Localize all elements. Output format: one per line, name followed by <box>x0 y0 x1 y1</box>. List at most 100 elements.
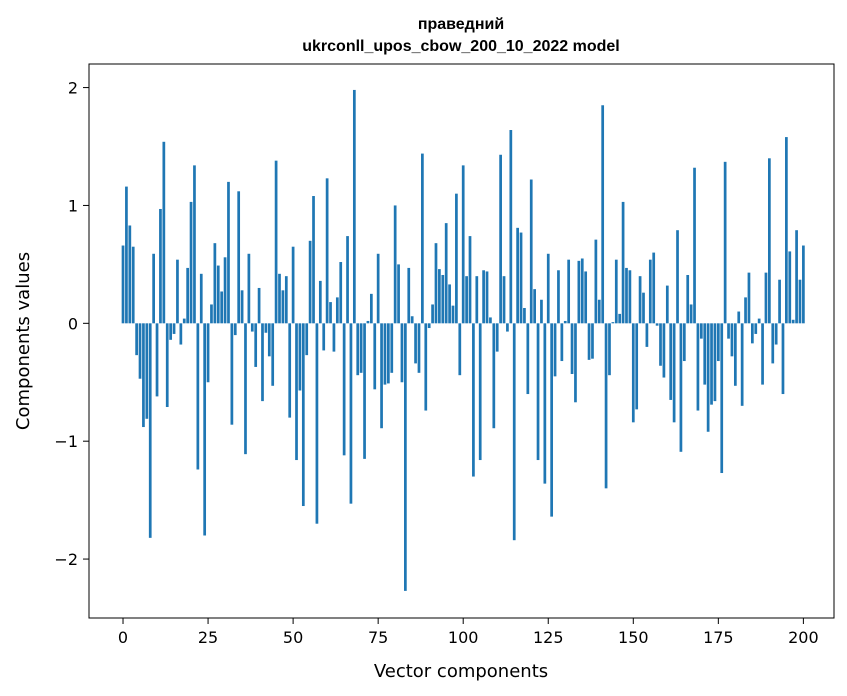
bar <box>682 323 686 362</box>
x-axis-label: Vector components <box>374 661 548 682</box>
bar <box>438 269 441 324</box>
bar <box>410 316 414 324</box>
y-tick-label: 1 <box>68 196 78 215</box>
x-tick-label: 125 <box>533 628 564 647</box>
bar <box>672 323 676 423</box>
bar <box>339 262 343 324</box>
bar <box>427 323 431 329</box>
bar <box>125 186 128 324</box>
bar <box>380 323 383 429</box>
bar <box>648 259 652 324</box>
bar <box>723 161 727 324</box>
bar <box>206 323 210 383</box>
bar <box>335 297 339 324</box>
bar <box>301 323 305 507</box>
bar <box>312 196 315 324</box>
bar <box>795 230 798 324</box>
x-tick-label: 100 <box>448 628 479 647</box>
bar <box>492 323 496 429</box>
bar <box>737 311 741 324</box>
bar <box>196 323 200 470</box>
bar <box>597 299 601 324</box>
bar <box>768 158 771 324</box>
x-tick-label: 25 <box>198 628 218 647</box>
bar <box>516 227 519 324</box>
bar <box>131 246 135 324</box>
bar <box>458 323 462 376</box>
bar <box>189 201 193 324</box>
bar <box>128 225 132 324</box>
bar <box>506 323 509 332</box>
bar <box>233 323 237 336</box>
bar <box>468 236 472 324</box>
bar <box>284 276 288 324</box>
bar <box>250 323 254 332</box>
bar <box>716 323 720 362</box>
bar <box>560 323 564 362</box>
bar <box>669 323 673 400</box>
bar <box>689 304 693 324</box>
bar <box>332 323 336 352</box>
bar <box>213 243 217 324</box>
bar <box>529 179 533 324</box>
bar <box>791 319 795 324</box>
bar <box>455 193 458 324</box>
bar <box>342 323 346 456</box>
bar <box>359 323 363 373</box>
bar <box>230 323 234 425</box>
bars-group <box>121 89 805 591</box>
bar <box>577 260 581 324</box>
bar <box>536 323 540 461</box>
bar <box>281 290 285 324</box>
bar <box>727 323 730 339</box>
bar <box>638 276 642 324</box>
bar <box>346 236 349 324</box>
bar <box>696 323 700 411</box>
bar <box>325 178 329 324</box>
bar <box>754 323 758 334</box>
bar <box>318 280 322 324</box>
y-tick-label: 2 <box>68 79 78 98</box>
x-tick-label: 0 <box>118 628 128 647</box>
bar <box>608 323 611 376</box>
bar <box>308 240 312 324</box>
bar <box>740 323 744 406</box>
bar <box>421 153 424 324</box>
bar <box>369 293 373 324</box>
x-tick-label: 75 <box>368 628 388 647</box>
chart-title-line1: праведний <box>418 16 504 33</box>
bar <box>295 323 298 461</box>
bar <box>424 323 428 411</box>
bar <box>193 165 196 324</box>
bar <box>135 323 138 356</box>
bar <box>237 191 241 324</box>
bar <box>223 257 227 324</box>
bar <box>414 323 417 364</box>
bar <box>499 154 502 324</box>
bar <box>604 323 608 489</box>
bar <box>485 271 489 324</box>
bar <box>543 323 547 484</box>
bar <box>509 130 513 324</box>
bar <box>431 304 434 324</box>
bar <box>587 323 591 360</box>
bar <box>448 284 451 324</box>
bar <box>393 205 397 324</box>
bar <box>220 291 224 324</box>
bar <box>802 245 805 324</box>
bar <box>203 323 207 536</box>
bar <box>699 323 703 339</box>
bar <box>444 223 448 324</box>
bar <box>747 272 751 324</box>
bar <box>478 323 482 461</box>
bar <box>482 270 485 324</box>
bar <box>750 323 754 344</box>
bar <box>278 273 281 324</box>
bar <box>475 276 479 324</box>
bar <box>349 323 353 504</box>
bar <box>176 259 179 324</box>
y-tick-label: −1 <box>54 432 78 451</box>
bar <box>155 323 159 397</box>
bar <box>645 323 649 347</box>
